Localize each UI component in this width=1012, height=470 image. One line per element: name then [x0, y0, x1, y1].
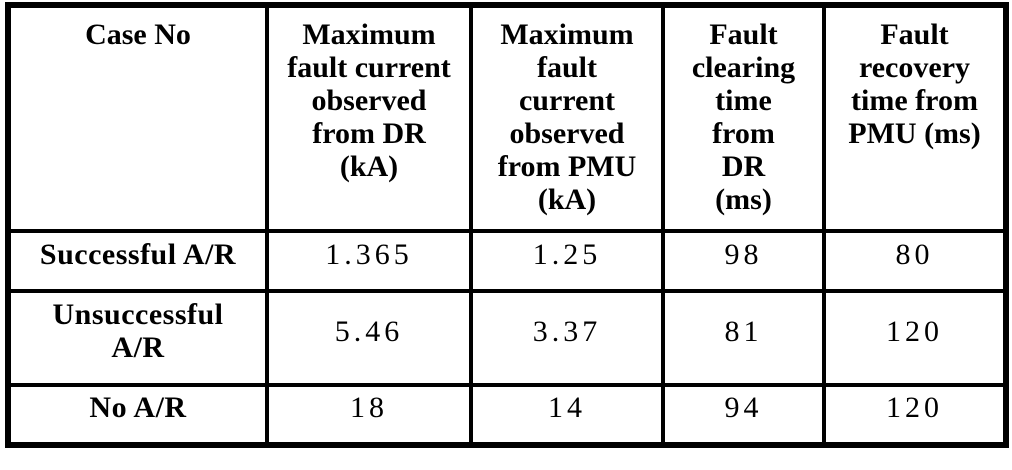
header-cell-max-fault-current-pmu: Maximum fault current observed from PMU …: [469, 3, 665, 233]
cell-unsuccessful-ar-clearing-time-dr: 81: [661, 289, 826, 387]
cell-no-ar-recovery-time-pmu: 120: [822, 383, 1008, 447]
cell-unsuccessful-ar-recovery-time-pmu: 120: [822, 289, 1008, 387]
row-label-unsuccessful-ar: Unsuccessful A/R: [6, 289, 269, 387]
table-row-successful-ar: Successful A/R 1.365 1.25 98 80: [6, 229, 1008, 293]
fault-cases-comparison-table: Case No Maximum fault current observed f…: [5, 2, 1009, 448]
cell-no-ar-max-fault-pmu: 14: [469, 383, 665, 447]
table-row-no-ar: No A/R 18 14 94 120: [6, 383, 1008, 447]
header-cell-fault-clearing-time-dr: Fault clearing time from DR (ms): [661, 3, 826, 233]
cell-successful-ar-max-fault-dr: 1.365: [265, 229, 473, 293]
table-row-unsuccessful-ar: Unsuccessful A/R 5.46 3.37 81 120: [6, 289, 1008, 387]
cell-successful-ar-recovery-time-pmu: 80: [822, 229, 1008, 293]
cell-successful-ar-clearing-time-dr: 98: [661, 229, 826, 293]
cell-successful-ar-max-fault-pmu: 1.25: [469, 229, 665, 293]
header-cell-case-no: Case No: [6, 3, 269, 233]
cell-no-ar-clearing-time-dr: 94: [661, 383, 826, 447]
table-header-row: Case No Maximum fault current observed f…: [6, 3, 1008, 233]
row-label-no-ar: No A/R: [6, 383, 269, 447]
cell-unsuccessful-ar-max-fault-pmu: 3.37: [469, 289, 665, 387]
header-cell-max-fault-current-dr: Maximum fault current observed from DR (…: [265, 3, 473, 233]
row-label-successful-ar: Successful A/R: [6, 229, 269, 293]
header-cell-fault-recovery-time-pmu: Fault recovery time from PMU (ms): [822, 3, 1008, 233]
cell-unsuccessful-ar-max-fault-dr: 5.46: [265, 289, 473, 387]
cell-no-ar-max-fault-dr: 18: [265, 383, 473, 447]
